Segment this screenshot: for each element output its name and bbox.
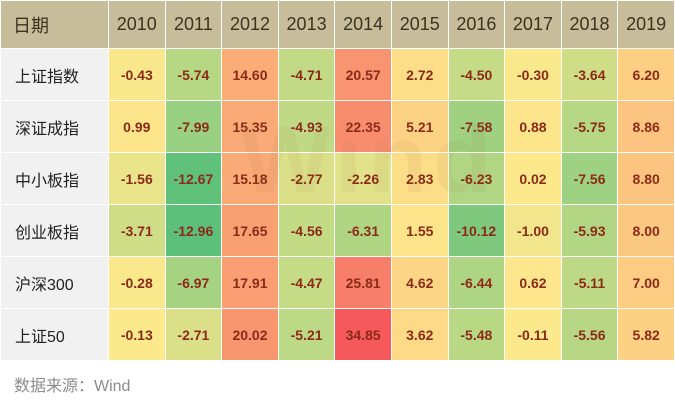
heatmap-cell: -5.56 [560, 308, 619, 361]
heatmap-cell: 1.55 [390, 204, 449, 257]
heatmap-cell: -5.75 [560, 100, 619, 153]
heatmap-cell: -2.26 [334, 152, 392, 205]
year-header: 2011 [164, 0, 223, 49]
year-header: 2015 [390, 0, 449, 49]
heatmap-cell: 20.02 [221, 308, 279, 361]
heatmap-table: 日期 2010 2011 2012 2013 2014 2015 2016 2017 2018 2… [0, 0, 675, 361]
heatmap-cell: 8.86 [617, 100, 675, 153]
year-header: 2010 [108, 0, 166, 49]
heatmap-cell: -5.21 [277, 308, 336, 361]
heatmap-cell: 0.02 [504, 152, 562, 205]
heatmap-cell: 2.72 [390, 48, 449, 101]
heatmap-cell: -5.11 [560, 256, 619, 309]
heatmap-cell: -3.71 [108, 204, 166, 257]
index-label: 中小板指 [0, 152, 109, 205]
heatmap-cell: -7.56 [560, 152, 619, 205]
year-header: 2018 [560, 0, 619, 49]
year-header: 2012 [221, 0, 279, 49]
heatmap-cell: 22.35 [334, 100, 392, 153]
heatmap-cell: 0.99 [108, 100, 166, 153]
heatmap-cell: 25.81 [334, 256, 392, 309]
heatmap-cell: -1.56 [108, 152, 166, 205]
corner-label: 日期 [0, 0, 109, 49]
heatmap-cell: -4.71 [277, 48, 336, 101]
heatmap-cell: -12.96 [164, 204, 223, 257]
heatmap-cell: 8.80 [617, 152, 675, 205]
heatmap-cell: -0.30 [504, 48, 562, 101]
heatmap-cell: -4.56 [277, 204, 336, 257]
heatmap-cell: -10.12 [447, 204, 506, 257]
heatmap-cell: 17.91 [221, 256, 279, 309]
table-row: 深证成指 0.99 -7.99 15.35 -4.93 22.35 5.21 -7.58 0.8… [0, 100, 675, 153]
year-header: 2014 [334, 0, 392, 49]
heatmap-cell: 0.62 [504, 256, 562, 309]
heatmap-cell: 8.00 [617, 204, 675, 257]
index-label: 深证成指 [0, 100, 109, 153]
heatmap-cell: -0.43 [108, 48, 166, 101]
heatmap-cell: -5.93 [560, 204, 619, 257]
year-header: 2013 [277, 0, 336, 49]
heatmap-cell: 3.62 [390, 308, 449, 361]
heatmap-cell: -1.00 [504, 204, 562, 257]
heatmap-cell: -4.47 [277, 256, 336, 309]
table-row: 上证指数 -0.43 -5.74 14.60 -4.71 20.57 2.72 -4.50 -0… [0, 48, 675, 101]
heatmap-cell: -5.48 [447, 308, 506, 361]
heatmap-cell: -0.13 [108, 308, 166, 361]
heatmap-cell: 15.18 [221, 152, 279, 205]
header-row: 日期 2010 2011 2012 2013 2014 2015 2016 2017 2018 2… [0, 0, 675, 49]
heatmap-cell: -2.77 [277, 152, 336, 205]
heatmap-cell: -12.67 [164, 152, 223, 205]
heatmap-cell: 0.88 [504, 100, 562, 153]
heatmap-cell: -6.31 [334, 204, 392, 257]
heatmap-cell: 7.00 [617, 256, 675, 309]
heatmap-cell: -3.64 [560, 48, 619, 101]
heatmap-cell: -6.44 [447, 256, 506, 309]
heatmap-cell: 2.83 [390, 152, 449, 205]
year-header: 2017 [504, 0, 562, 49]
table-row: 中小板指 -1.56 -12.67 15.18 -2.77 -2.26 2.83 -6.23 0… [0, 152, 675, 205]
heatmap-cell: 15.35 [221, 100, 279, 153]
heatmap-cell: -4.50 [447, 48, 506, 101]
heatmap-cell: 5.21 [390, 100, 449, 153]
table-row: 上证50 -0.13 -2.71 20.02 -5.21 34.85 3.62 -5.48 -0… [0, 308, 675, 361]
heatmap-cell: -4.93 [277, 100, 336, 153]
heatmap-cell: -7.58 [447, 100, 506, 153]
heatmap-cell: 5.82 [617, 308, 675, 361]
index-label: 沪深300 [0, 256, 109, 309]
heatmap-cell: -0.11 [504, 308, 562, 361]
heatmap-cell: -5.74 [164, 48, 223, 101]
heatmap-cell: 4.62 [390, 256, 449, 309]
heatmap-cell: -6.97 [164, 256, 223, 309]
heatmap-cell: -0.28 [108, 256, 166, 309]
index-label: 创业板指 [0, 204, 109, 257]
year-header: 2016 [447, 0, 506, 49]
heatmap-cell: -7.99 [164, 100, 223, 153]
heatmap-cell: 14.60 [221, 48, 279, 101]
heatmap-cell: 20.57 [334, 48, 392, 101]
index-label: 上证50 [0, 308, 109, 361]
heatmap-cell: 34.85 [334, 308, 392, 361]
heatmap-cell: 6.20 [617, 48, 675, 101]
heatmap-cell: -6.23 [447, 152, 506, 205]
index-label: 上证指数 [0, 48, 109, 101]
table-row: 创业板指 -3.71 -12.96 17.65 -4.56 -6.31 1.55 -10.12… [0, 204, 675, 257]
year-header: 2019 [617, 0, 675, 49]
heatmap-cell: 17.65 [221, 204, 279, 257]
heatmap-cell: -2.71 [164, 308, 223, 361]
table-row: 沪深300 -0.28 -6.97 17.91 -4.47 25.81 4.62 -6.44 0… [0, 256, 675, 309]
source-note: 数据来源：Wind [14, 378, 131, 395]
table-body: 上证指数 -0.43 -5.74 14.60 -4.71 20.57 2.72 -4.50 -0… [0, 48, 675, 361]
